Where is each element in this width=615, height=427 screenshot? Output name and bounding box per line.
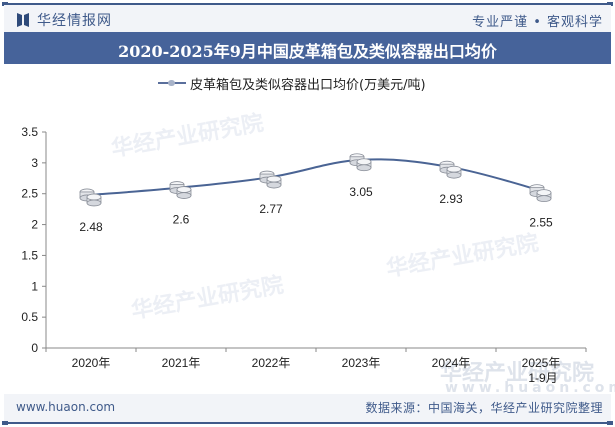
footer-url: www.huaon.com (16, 400, 116, 414)
x-tick-label: 2024年 (432, 356, 471, 370)
x-tick-label: 2025年 (522, 356, 561, 370)
y-tick-label: 1.5 (21, 248, 38, 262)
x-tick-label-sub: 1-9月 (528, 371, 557, 385)
coin-stack-marker-icon (259, 170, 282, 189)
title-bar: 2020-2025年9月中国皮革箱包及类似容器出口均价 (4, 32, 611, 64)
x-tick-label: 2021年 (162, 356, 201, 370)
series-line: 2.48 2.6 2.77 3.05 2.93 2.55 (79, 153, 553, 234)
coin-stack-marker-icon (529, 184, 552, 203)
y-tick-label: 0.5 (21, 310, 38, 324)
y-tick-label: 1 (31, 279, 38, 293)
legend-label: 皮革箱包及类似容器出口均价(万美元/吨) (190, 77, 426, 93)
y-tick-label: 3.5 (21, 125, 38, 139)
data-label: 3.05 (349, 185, 373, 199)
data-label: 2.93 (439, 192, 463, 206)
y-tick-label: 2 (31, 218, 38, 232)
data-source: 数据来源：中国海关，华经产业研究院整理 (365, 401, 603, 415)
top-border (2, 2, 613, 6)
y-tick-label: 0 (31, 341, 38, 355)
legend-line-icon (158, 80, 186, 86)
y-tick-label: 2.5 (21, 187, 38, 201)
axes: 0 0.5 1 1.5 2 2.5 3 3.5 2020年 2021年 2022年 2023年 2024… (21, 125, 587, 385)
slogan: 专业严谨 • 客观科学 (472, 15, 603, 30)
data-label: 2.6 (173, 213, 190, 227)
legend: 皮革箱包及类似容器出口均价(万美元/吨) (158, 73, 426, 93)
coin-stack-marker-icon (439, 160, 462, 179)
bottom-border (2, 421, 613, 425)
header-bar: 华经情报网 专业严谨 • 客观科学 (4, 5, 611, 32)
x-tick-label: 2022年 (252, 356, 291, 370)
coin-stack-marker-icon (79, 188, 102, 207)
coin-stack-marker-icon (349, 153, 372, 172)
data-label: 2.77 (259, 202, 283, 216)
footer-bar: www.huaon.com 数据来源：中国海关，华经产业研究院整理 (4, 394, 611, 422)
brand-name: 华经情报网 (37, 13, 112, 29)
y-tick-label: 3 (31, 156, 38, 170)
data-label: 2.48 (79, 220, 103, 234)
coin-stack-marker-icon (169, 181, 192, 199)
data-label: 2.55 (529, 216, 553, 230)
x-tick-label: 2023年 (342, 356, 381, 370)
x-tick-label: 2020年 (72, 356, 111, 370)
chart-title: 2020-2025年9月中国皮革箱包及类似容器出口均价 (118, 42, 497, 61)
logo-icon (17, 13, 29, 27)
